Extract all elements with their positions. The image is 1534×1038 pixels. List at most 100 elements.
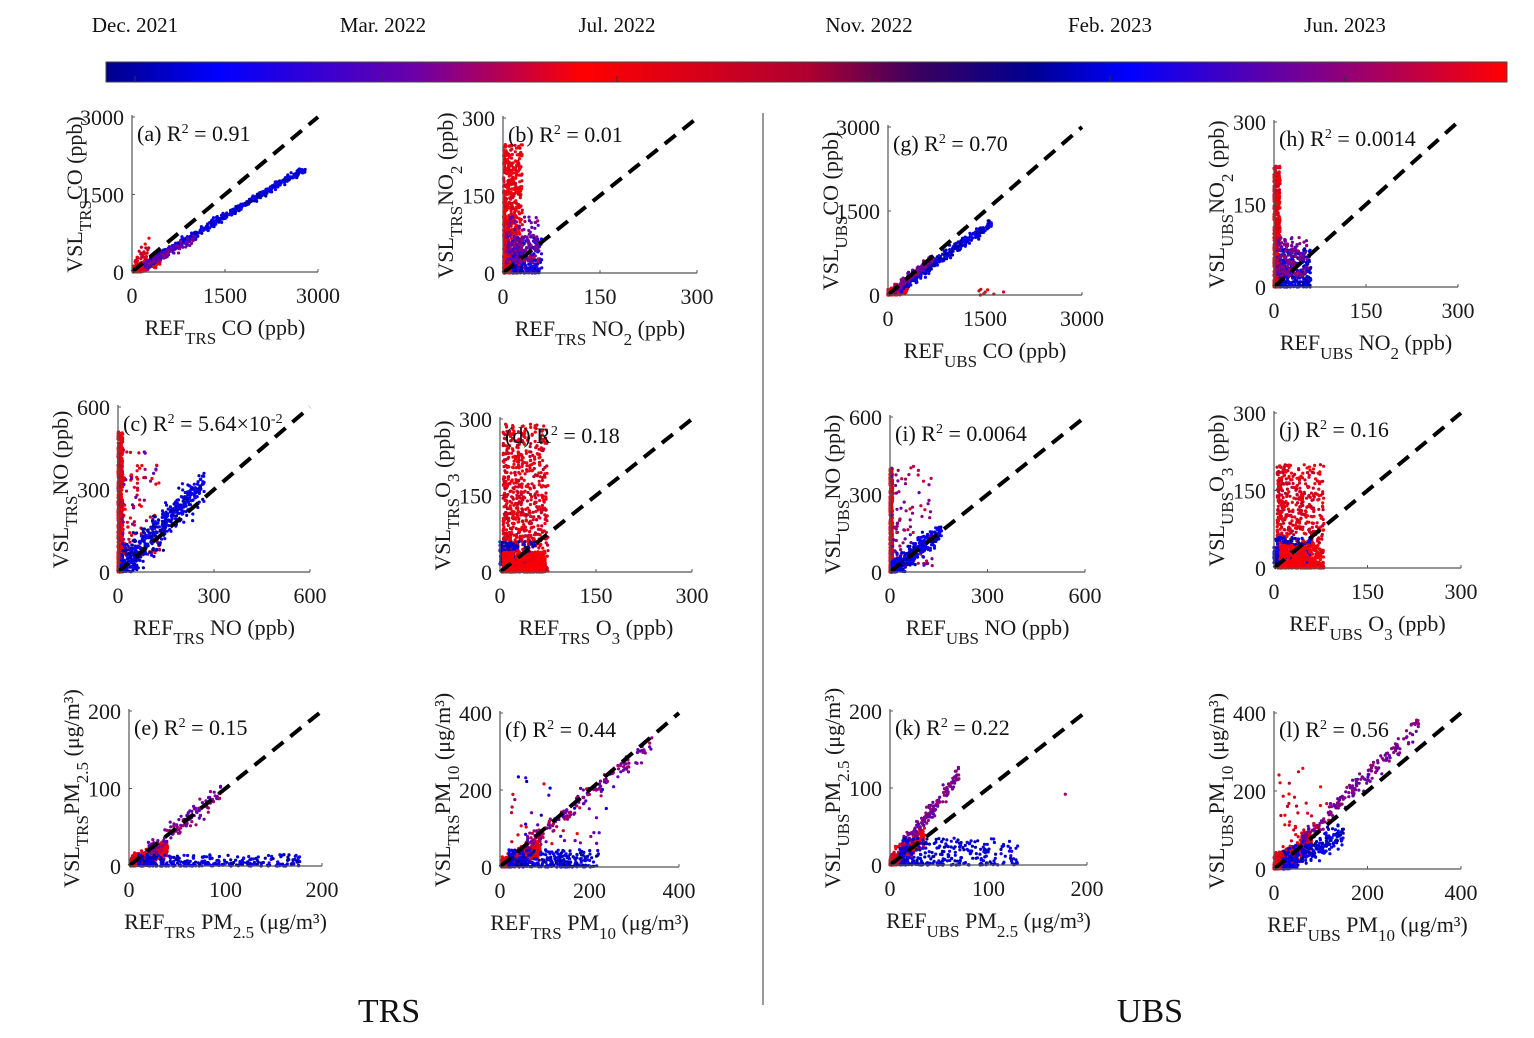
- scatter-point: [143, 451, 147, 455]
- x-tick-label: 300: [681, 284, 714, 309]
- scatter-point: [525, 499, 530, 503]
- scatter-point: [126, 554, 130, 558]
- scatter-point: [513, 219, 517, 223]
- scatter-point: [505, 465, 509, 469]
- scatter-point: [132, 485, 136, 489]
- scatter-point: [121, 449, 125, 453]
- scatter-point: [510, 171, 514, 175]
- scatter-point: [122, 513, 126, 517]
- scatter-point: [170, 517, 174, 521]
- scatter-point: [185, 236, 189, 240]
- scatter-point: [121, 532, 125, 536]
- scatter-point: [166, 514, 170, 518]
- scatter-point: [513, 470, 517, 474]
- scatter-point: [162, 512, 166, 516]
- x-tick-label: 300: [198, 583, 231, 608]
- scatter-point: [520, 510, 524, 514]
- x-tick-label: 0: [127, 283, 138, 308]
- scatter-point: [523, 527, 528, 531]
- scatter-point: [519, 247, 523, 251]
- scatter-point: [527, 219, 532, 223]
- scatter-point: [516, 506, 520, 510]
- scatter-point: [527, 469, 531, 473]
- scatter-point: [119, 445, 123, 449]
- scatter-point: [503, 240, 508, 244]
- scatter-point: [518, 242, 522, 246]
- scatter-point: [516, 238, 520, 243]
- scatter-point: [130, 564, 134, 569]
- scatter-point: [188, 503, 193, 507]
- scatter-point: [514, 205, 518, 209]
- scatter-point: [506, 182, 511, 186]
- scatter-point: [503, 487, 507, 491]
- scatter-point: [528, 487, 532, 491]
- scatter-point: [128, 516, 132, 520]
- scatter-point: [518, 260, 522, 264]
- scatter-point: [273, 185, 277, 189]
- scatter-point: [533, 500, 537, 504]
- scatter-point: [143, 467, 147, 471]
- scatter-point: [512, 166, 516, 170]
- scatter-point: [539, 511, 543, 515]
- scatter-point: [502, 460, 506, 464]
- scatter-point: [536, 524, 540, 528]
- scatter-point: [504, 222, 508, 226]
- scatter-point: [197, 231, 201, 235]
- scatter-point: [193, 495, 197, 499]
- scatter-point: [534, 220, 538, 225]
- scatter-point: [181, 509, 185, 513]
- scatter-point: [534, 240, 539, 244]
- scatter-point: [517, 540, 521, 544]
- scatter-point: [513, 150, 517, 154]
- scatter-point: [534, 509, 538, 513]
- scatter-point: [503, 168, 507, 172]
- scatter-point: [518, 180, 522, 184]
- scatter-point: [174, 514, 179, 518]
- scatter-point: [528, 454, 532, 459]
- scatter-point: [538, 498, 542, 503]
- scatter-point: [154, 263, 158, 267]
- scatter-point: [507, 482, 511, 486]
- scatter-point: [184, 500, 188, 504]
- scatter-point: [536, 527, 541, 531]
- scatter-point: [523, 472, 527, 476]
- scatter-point: [161, 521, 165, 526]
- scatter-point: [175, 507, 179, 511]
- scatter-point: [512, 512, 516, 516]
- scatter-point: [509, 535, 513, 539]
- scatter-point: [125, 520, 129, 524]
- scatter-point: [531, 518, 535, 522]
- scatter-point: [540, 478, 545, 482]
- scatter-point: [545, 514, 549, 518]
- scatter-point: [527, 243, 531, 247]
- scatter-point: [296, 171, 300, 175]
- scatter-point: [520, 469, 525, 473]
- scatter-point: [200, 231, 204, 235]
- scatter-point: [138, 466, 142, 470]
- scatter-point: [543, 517, 547, 522]
- scatter-point: [511, 194, 515, 198]
- x-tick-label: 150: [584, 284, 617, 309]
- scatter-point: [520, 268, 524, 272]
- group-label-trs: TRS: [358, 993, 420, 1030]
- scatter-point: [136, 566, 140, 570]
- scatter-point: [516, 491, 520, 495]
- scatter-point: [122, 559, 126, 563]
- scatter-point: [513, 239, 517, 243]
- scatter-point: [157, 525, 161, 529]
- scatter-point: [126, 525, 130, 529]
- scatter-point: [522, 542, 526, 546]
- scatter-point: [126, 544, 130, 548]
- scatter-point: [535, 452, 540, 456]
- scatter-point: [530, 542, 534, 546]
- scatter-point: [157, 547, 162, 552]
- scatter-point: [135, 464, 139, 468]
- scatter-point: [503, 196, 508, 200]
- scatter-point: [537, 447, 541, 451]
- scatter-point: [143, 261, 147, 265]
- scatter-point: [508, 230, 512, 234]
- scatter-point: [501, 547, 505, 551]
- scatter-point: [141, 268, 145, 272]
